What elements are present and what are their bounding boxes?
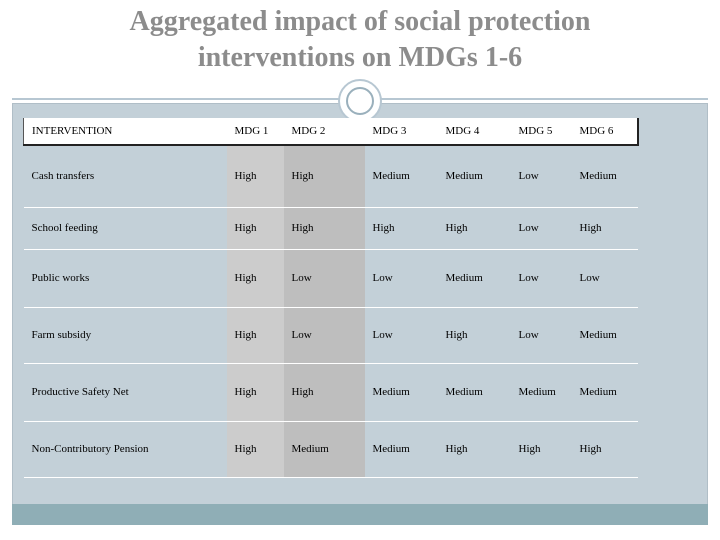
header-mdg-1: MDG 1 <box>226 118 284 146</box>
mdg-impact-table: INTERVENTION MDG 1 MDG 2 MDG 3 MDG 4 MDG… <box>23 118 639 478</box>
mdg-4-cell: High <box>437 421 511 478</box>
header-mdg-3: MDG 3 <box>364 118 438 146</box>
mdg-4-cell: High <box>437 207 511 250</box>
table-row: Public works High Low Low Medium Low Low <box>23 249 638 308</box>
mdg-6-cell: Medium <box>571 145 638 208</box>
mdg-3-cell: High <box>364 207 438 250</box>
mdg-1-cell: High <box>226 249 284 308</box>
mdg-1-cell: High <box>226 207 284 250</box>
mdg-5-cell: Low <box>510 249 572 308</box>
header-mdg-6: MDG 6 <box>571 118 639 146</box>
mdg-5-cell: High <box>510 421 572 478</box>
intervention-cell: Public works <box>23 249 227 308</box>
table-row: Cash transfers High High Medium Medium L… <box>23 145 638 208</box>
mdg-5-cell: Low <box>510 145 572 208</box>
mdg-6-cell: Low <box>571 249 638 308</box>
mdg-3-cell: Low <box>364 249 438 308</box>
mdg-5-cell: Medium <box>510 363 572 422</box>
slide-title: Aggregated impact of social protection i… <box>0 4 720 76</box>
mdg-1-cell: High <box>226 363 284 422</box>
mdg-4-cell: Medium <box>437 249 511 308</box>
mdg-3-cell: Medium <box>364 145 438 208</box>
mdg-4-cell: Medium <box>437 363 511 422</box>
mdg-6-cell: High <box>571 421 638 478</box>
intervention-cell: School feeding <box>23 207 227 250</box>
table-row: School feeding High High High High Low H… <box>23 207 638 250</box>
mdg-6-cell: High <box>571 207 638 250</box>
mdg-5-cell: Low <box>510 207 572 250</box>
header-mdg-4: MDG 4 <box>437 118 511 146</box>
slide-title-line-1: Aggregated impact of social protection <box>129 6 591 37</box>
mdg-3-cell: Medium <box>364 421 438 478</box>
footer-bar <box>12 504 708 525</box>
table-row: Productive Safety Net High High Medium M… <box>23 363 638 422</box>
header-mdg-2: MDG 2 <box>283 118 365 146</box>
table-row: Farm subsidy High Low Low High Low Mediu… <box>23 307 638 364</box>
intervention-cell: Non-Contributory Pension <box>23 421 227 478</box>
mdg-4-cell: High <box>437 307 511 364</box>
mdg-5-cell: Low <box>510 307 572 364</box>
ring-ornament-inner <box>346 87 374 115</box>
mdg-2-cell: Low <box>283 307 365 364</box>
header-intervention: INTERVENTION <box>23 118 227 146</box>
mdg-2-cell: High <box>283 145 365 208</box>
mdg-3-cell: Low <box>364 307 438 364</box>
header-mdg-5: MDG 5 <box>510 118 572 146</box>
intervention-cell: Productive Safety Net <box>23 363 227 422</box>
ring-ornament-icon <box>338 79 382 123</box>
mdg-1-cell: High <box>226 421 284 478</box>
mdg-2-cell: High <box>283 207 365 250</box>
table-row: Non-Contributory Pension High Medium Med… <box>23 421 638 478</box>
table-header-row: INTERVENTION MDG 1 MDG 2 MDG 3 MDG 4 MDG… <box>23 118 639 146</box>
mdg-2-cell: High <box>283 363 365 422</box>
mdg-2-cell: Medium <box>283 421 365 478</box>
mdg-4-cell: Medium <box>437 145 511 208</box>
mdg-2-cell: Low <box>283 249 365 308</box>
mdg-1-cell: High <box>226 145 284 208</box>
mdg-3-cell: Medium <box>364 363 438 422</box>
mdg-6-cell: Medium <box>571 307 638 364</box>
intervention-cell: Farm subsidy <box>23 307 227 364</box>
mdg-6-cell: Medium <box>571 363 638 422</box>
mdg-1-cell: High <box>226 307 284 364</box>
intervention-cell: Cash transfers <box>23 145 227 208</box>
slide-title-line-2: interventions on MDGs 1-6 <box>197 42 523 73</box>
